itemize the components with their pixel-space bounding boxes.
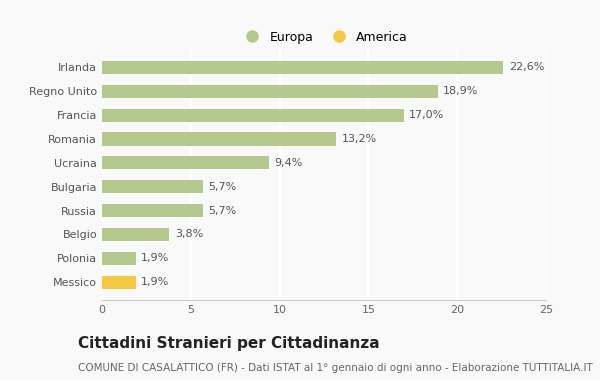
Text: 18,9%: 18,9% [443,86,478,96]
Bar [102,85,437,98]
Text: COMUNE DI CASALATTICO (FR) - Dati ISTAT al 1° gennaio di ogni anno - Elaborazion: COMUNE DI CASALATTICO (FR) - Dati ISTAT … [78,363,593,373]
Text: 3,8%: 3,8% [175,230,203,239]
Bar [102,228,169,241]
Text: 1,9%: 1,9% [141,277,169,287]
Bar [102,156,269,169]
Text: 5,7%: 5,7% [209,182,237,192]
Text: 17,0%: 17,0% [409,110,445,120]
Text: 22,6%: 22,6% [509,62,544,72]
Bar [102,252,136,265]
Text: 13,2%: 13,2% [342,134,377,144]
Text: 1,9%: 1,9% [141,253,169,263]
Bar [102,180,203,193]
Legend: Europa, America: Europa, America [235,25,413,49]
Bar [102,61,503,74]
Text: Cittadini Stranieri per Cittadinanza: Cittadini Stranieri per Cittadinanza [78,336,380,351]
Text: 9,4%: 9,4% [274,158,302,168]
Text: 5,7%: 5,7% [209,206,237,215]
Bar [102,109,404,122]
Bar [102,204,203,217]
Bar [102,276,136,289]
Bar [102,132,337,146]
